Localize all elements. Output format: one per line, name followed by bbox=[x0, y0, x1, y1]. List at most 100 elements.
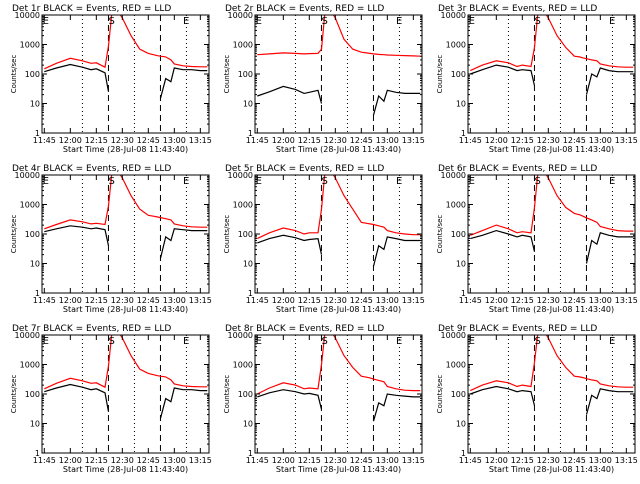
y-axis-label: Counts/sec bbox=[10, 375, 18, 414]
x-axis-label: Start Time (28-Jul-08 11:43:40) bbox=[63, 305, 188, 314]
y-tick-label: 10 bbox=[456, 100, 466, 109]
x-tick-label: 11:45 bbox=[459, 296, 482, 305]
x-tick-label: 12:15 bbox=[298, 456, 321, 465]
detector-panel: Det 4r BLACK = Events, RED = LLD 1 10 100 10… bbox=[10, 164, 212, 314]
x-tick-label: 12:45 bbox=[137, 136, 160, 145]
panel-title: Det 8r BLACK = Events, RED = LLD bbox=[225, 324, 384, 334]
y-tick-label: 1000 bbox=[20, 41, 40, 50]
panel-title: Det 3r BLACK = Events, RED = LLD bbox=[438, 4, 597, 14]
x-tick-label: 13:00 bbox=[589, 296, 612, 305]
event-marker-label: E bbox=[469, 176, 475, 187]
x-tick-label: 13:15 bbox=[402, 456, 425, 465]
x-tick-label: 11:45 bbox=[33, 136, 56, 145]
detector-panel: Det 1r BLACK = Events, RED = LLD 1 10 100 10… bbox=[10, 4, 212, 154]
series-line bbox=[470, 385, 634, 415]
y-axis-label: Counts/sec bbox=[223, 375, 231, 414]
event-marker-label: E bbox=[396, 176, 402, 187]
event-marker-label: S bbox=[108, 16, 114, 27]
y-tick-label: 1 bbox=[248, 129, 253, 138]
event-marker-label: E bbox=[609, 16, 615, 27]
y-tick-label: 10 bbox=[243, 260, 253, 269]
x-tick-label: 12:30 bbox=[324, 136, 347, 145]
event-marker-label: E bbox=[43, 176, 49, 187]
x-tick-label: 13:15 bbox=[189, 296, 212, 305]
x-tick-label: 11:45 bbox=[246, 296, 269, 305]
x-tick-label: 13:00 bbox=[376, 456, 399, 465]
x-tick-label: 13:00 bbox=[163, 136, 186, 145]
series-line bbox=[470, 175, 634, 236]
x-tick-label: 12:00 bbox=[272, 456, 295, 465]
x-tick-label: 12:15 bbox=[85, 136, 108, 145]
y-tick-label: 100 bbox=[25, 70, 40, 79]
x-tick-label: 13:00 bbox=[589, 136, 612, 145]
panel-title: Det 9r BLACK = Events, RED = LLD bbox=[438, 324, 597, 334]
x-tick-label: 12:00 bbox=[59, 136, 82, 145]
x-tick-label: 13:15 bbox=[402, 136, 425, 145]
series-line bbox=[44, 335, 208, 390]
series-line bbox=[257, 15, 421, 57]
plot-frame bbox=[254, 174, 423, 294]
event-marker-label: E bbox=[396, 336, 402, 347]
panel-title: Det 5r BLACK = Events, RED = LLD bbox=[225, 164, 384, 174]
series-line bbox=[470, 335, 634, 392]
y-tick-label: 10000 bbox=[441, 331, 466, 340]
series-line bbox=[257, 234, 421, 267]
x-tick-label: 11:45 bbox=[246, 456, 269, 465]
y-tick-label: 10 bbox=[30, 260, 40, 269]
y-tick-label: 1000 bbox=[20, 201, 40, 210]
plot-frame bbox=[41, 14, 210, 134]
event-marker-label: E bbox=[256, 336, 262, 347]
x-tick-label: 13:00 bbox=[163, 296, 186, 305]
y-tick-label: 10000 bbox=[441, 11, 466, 20]
y-axis-label: Counts/sec bbox=[436, 55, 444, 94]
y-axis-label: Counts/sec bbox=[436, 375, 444, 414]
series-line bbox=[44, 383, 208, 419]
x-tick-label: 12:45 bbox=[563, 456, 586, 465]
x-tick-label: 13:00 bbox=[376, 136, 399, 145]
series-line bbox=[44, 63, 208, 99]
x-tick-label: 13:00 bbox=[589, 456, 612, 465]
event-marker-label: E bbox=[43, 16, 49, 27]
x-tick-label: 12:15 bbox=[511, 136, 534, 145]
detector-panel: Det 8r BLACK = Events, RED = LLD 1 10 100 10… bbox=[223, 324, 425, 474]
event-marker-label: E bbox=[609, 336, 615, 347]
x-tick-label: 13:15 bbox=[189, 456, 212, 465]
series-line bbox=[470, 64, 634, 95]
x-tick-label: 12:45 bbox=[563, 136, 586, 145]
x-tick-label: 12:30 bbox=[324, 456, 347, 465]
panel-title: Det 2r BLACK = Events, RED = LLD bbox=[225, 4, 384, 14]
y-tick-label: 1 bbox=[248, 449, 253, 458]
x-tick-label: 12:15 bbox=[85, 456, 108, 465]
detector-panel: Det 2r BLACK = Events, RED = LLD 1 10 100 10… bbox=[223, 4, 425, 154]
panel-title: Det 6r BLACK = Events, RED = LLD bbox=[438, 164, 597, 174]
x-tick-label: 12:15 bbox=[511, 456, 534, 465]
series-line bbox=[257, 175, 421, 240]
x-tick-label: 12:15 bbox=[298, 296, 321, 305]
event-marker-label: E bbox=[609, 176, 615, 187]
detector-panel: Det 6r BLACK = Events, RED = LLD 1 10 100 10… bbox=[436, 164, 638, 314]
y-axis-label: Counts/sec bbox=[223, 215, 231, 254]
x-axis-label: Start Time (28-Jul-08 11:43:40) bbox=[276, 145, 401, 154]
y-tick-label: 1000 bbox=[233, 41, 253, 50]
x-tick-label: 11:45 bbox=[33, 456, 56, 465]
event-marker-label: E bbox=[256, 16, 262, 27]
panel-title: Det 7r BLACK = Events, RED = LLD bbox=[12, 324, 171, 334]
x-axis-label: Start Time (28-Jul-08 11:43:40) bbox=[276, 465, 401, 474]
y-tick-label: 10 bbox=[456, 260, 466, 269]
series-line bbox=[470, 229, 634, 264]
plot-frame bbox=[254, 334, 423, 454]
x-tick-label: 12:00 bbox=[272, 296, 295, 305]
panel-title: Det 4r BLACK = Events, RED = LLD bbox=[12, 164, 171, 174]
x-tick-label: 12:30 bbox=[537, 136, 560, 145]
event-marker-label: S bbox=[108, 176, 114, 187]
y-tick-label: 100 bbox=[451, 230, 466, 239]
y-tick-label: 1 bbox=[461, 289, 466, 298]
x-tick-label: 12:45 bbox=[137, 296, 160, 305]
event-marker-label: E bbox=[183, 16, 189, 27]
plot-frame bbox=[254, 14, 423, 134]
y-tick-label: 10000 bbox=[228, 171, 253, 180]
x-tick-label: 13:15 bbox=[615, 136, 638, 145]
event-marker-label: S bbox=[534, 176, 540, 187]
